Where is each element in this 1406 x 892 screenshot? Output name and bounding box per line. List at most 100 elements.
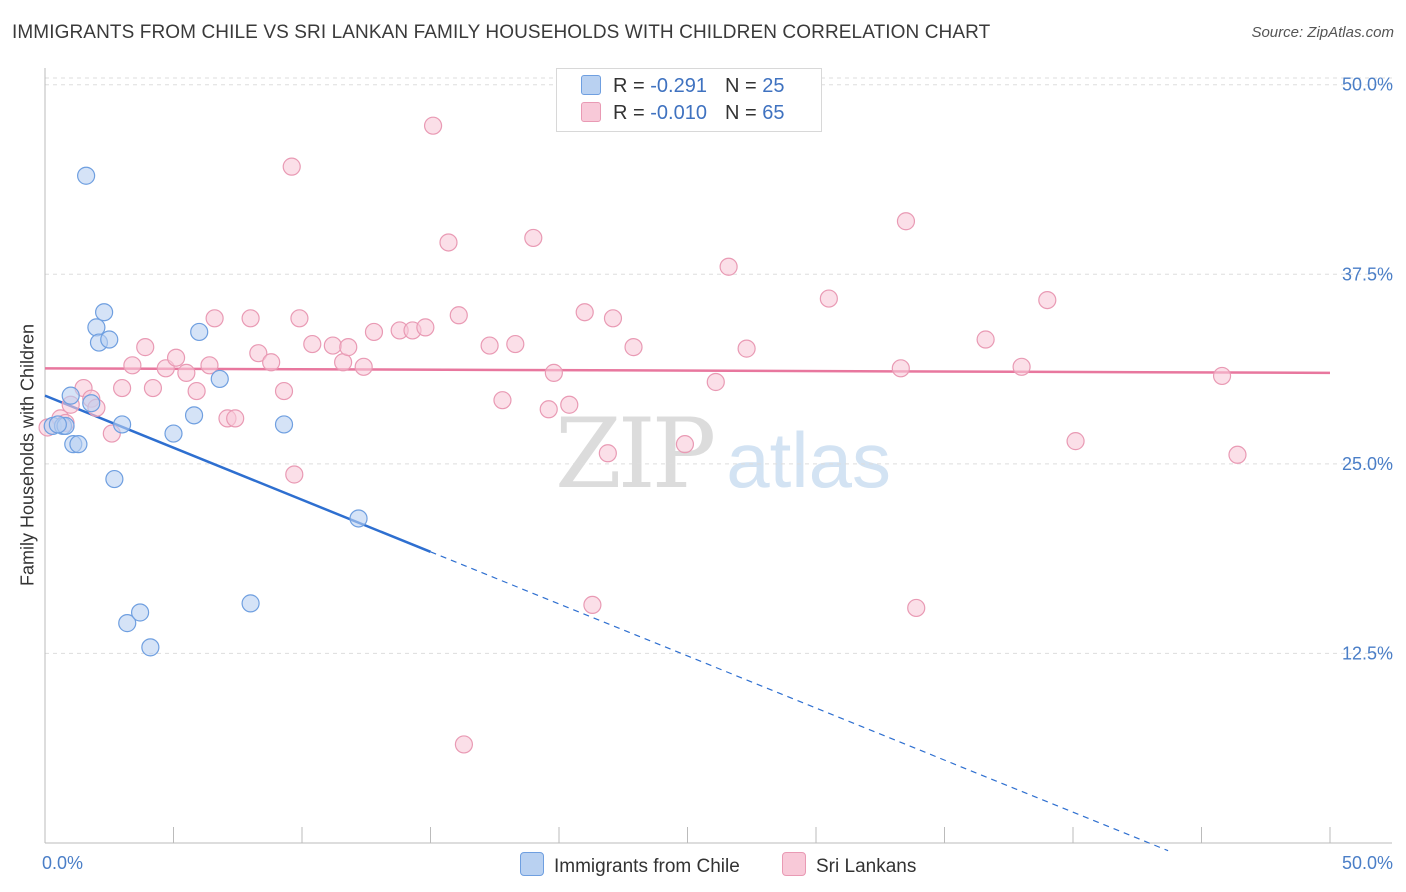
data-point	[82, 394, 101, 413]
data-point	[118, 614, 137, 633]
data-point	[349, 509, 368, 528]
data-point	[143, 378, 163, 398]
legend-row-srilanka: R = -0.010 N = 65	[581, 102, 784, 126]
data-point	[123, 356, 142, 375]
trend-lines	[44, 367, 1331, 852]
data-point	[575, 303, 594, 322]
data-point	[323, 336, 342, 355]
data-point	[1212, 366, 1232, 386]
data-point	[891, 359, 910, 378]
data-point	[706, 372, 725, 392]
data-point	[737, 339, 756, 358]
data-point	[1066, 432, 1085, 451]
data-point	[454, 735, 474, 754]
data-point	[262, 353, 281, 372]
data-point	[598, 444, 617, 463]
data-point	[449, 306, 468, 325]
x-tick-label: 50.0%	[1342, 853, 1393, 873]
data-point	[334, 353, 353, 372]
data-point	[166, 348, 186, 367]
x-tick-label: 0.0%	[42, 853, 83, 873]
data-point	[210, 369, 229, 389]
data-point	[274, 415, 294, 434]
bottom-legend-srilanka: Sri Lankans	[782, 852, 916, 878]
data-point	[48, 415, 67, 434]
data-point	[241, 594, 260, 613]
data-point	[675, 435, 695, 454]
data-point	[539, 400, 558, 419]
correlation-legend: R = -0.291 N = 25 R = -0.010 N = 65	[556, 68, 822, 132]
legend-r-label: R =	[613, 102, 645, 124]
data-point	[141, 638, 160, 657]
data-point	[439, 233, 458, 252]
data-point	[1012, 357, 1031, 376]
data-point	[226, 409, 245, 428]
data-point	[819, 289, 838, 308]
data-point	[560, 395, 579, 414]
data-point	[303, 334, 322, 354]
bottom-legend-label-chile: Immigrants from Chile	[554, 856, 740, 877]
data-point	[896, 212, 916, 231]
data-point	[624, 338, 643, 357]
data-point	[274, 381, 294, 401]
tick-labels: 12.5% 25.0% 37.5% 50.0% 0.0% 50.0%	[42, 75, 1393, 873]
y-tick-label: 50.0%	[1342, 75, 1393, 95]
data-point	[282, 157, 301, 176]
data-point	[87, 318, 106, 337]
legend-n-value-chile: 25	[762, 75, 785, 97]
data-point	[976, 330, 995, 349]
data-point	[61, 386, 80, 405]
data-point	[177, 363, 196, 382]
data-point	[290, 309, 309, 328]
data-point	[493, 391, 512, 410]
bottom-legend-chile: Immigrants from Chile	[520, 852, 740, 878]
data-point	[339, 338, 358, 357]
watermark-atlas: atlas	[726, 416, 891, 504]
data-point	[354, 357, 373, 376]
data-point	[1038, 290, 1057, 310]
data-point	[77, 166, 96, 185]
data-point	[907, 598, 926, 618]
legend-r-label: R =	[613, 75, 645, 97]
data-point	[1228, 445, 1247, 464]
bottom-legend-swatch-srilanka	[782, 852, 806, 876]
chart-source: Source: ZipAtlas.com	[1251, 24, 1394, 41]
data-point	[416, 318, 435, 337]
axes	[44, 68, 1392, 844]
y-tick-label: 37.5%	[1342, 264, 1393, 284]
y-tick-label: 25.0%	[1342, 454, 1393, 474]
data-point	[603, 309, 623, 328]
data-point	[506, 334, 525, 354]
watermark-zip: ZIP	[555, 398, 716, 510]
data-point	[200, 356, 219, 375]
data-point	[719, 257, 738, 276]
data-point	[112, 415, 132, 434]
data-point	[187, 381, 206, 401]
legend-row-chile: R = -0.291 N = 25	[581, 75, 784, 99]
watermark: ZIP atlas	[555, 398, 891, 510]
data-point	[190, 322, 209, 342]
data-point	[480, 336, 499, 355]
trend-line-extension	[430, 551, 1169, 852]
data-point	[423, 116, 443, 135]
legend-n-value-srilanka: 65	[762, 102, 785, 124]
chart-title: IMMIGRANTS FROM CHILE VS SRI LANKAN FAMI…	[12, 22, 991, 43]
data-point	[184, 406, 204, 425]
legend-swatch-chile	[581, 75, 601, 95]
data-point	[249, 344, 268, 363]
legend-swatch-srilanka	[581, 102, 601, 122]
legend-n-label: N =	[724, 102, 757, 124]
data-point	[285, 465, 304, 484]
data-point	[136, 338, 155, 357]
legend-n-label: N =	[724, 75, 757, 97]
data-point	[95, 303, 114, 322]
data-point	[583, 595, 602, 615]
data-point	[524, 228, 543, 248]
data-points	[38, 116, 1247, 754]
trend-line	[44, 394, 431, 553]
bottom-legend-swatch-chile	[520, 852, 544, 876]
data-point	[100, 330, 119, 349]
data-point	[544, 363, 563, 382]
gridlines	[45, 77, 1392, 654]
